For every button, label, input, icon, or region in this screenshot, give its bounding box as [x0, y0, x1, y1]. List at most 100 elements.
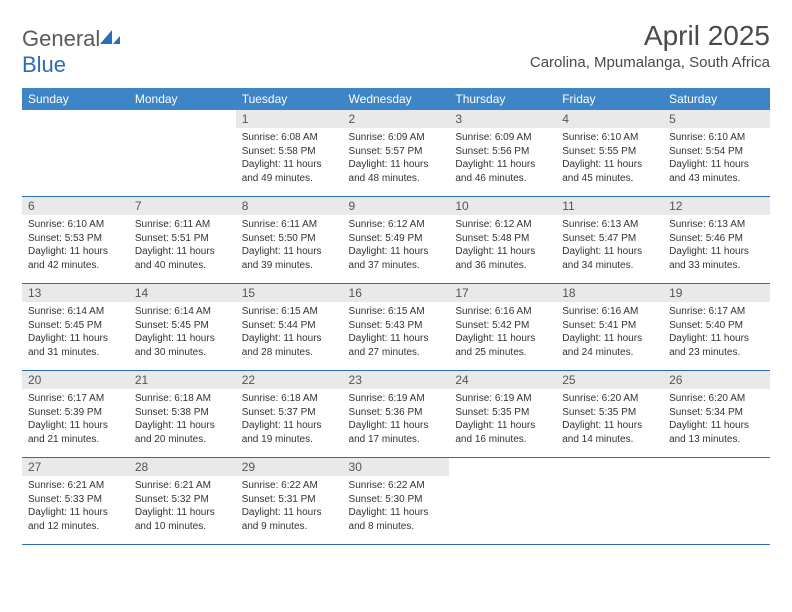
- day-body: Sunrise: 6:21 AMSunset: 5:33 PMDaylight:…: [22, 476, 129, 539]
- day-cell: 13Sunrise: 6:14 AMSunset: 5:45 PMDayligh…: [22, 284, 129, 371]
- day-cell: 17Sunrise: 6:16 AMSunset: 5:42 PMDayligh…: [449, 284, 556, 371]
- day-number: 8: [236, 197, 343, 215]
- day-number: 28: [129, 458, 236, 476]
- day-number: 20: [22, 371, 129, 389]
- day-header: Friday: [556, 88, 663, 110]
- day-cell: 3Sunrise: 6:09 AMSunset: 5:56 PMDaylight…: [449, 110, 556, 197]
- month-title: April 2025: [530, 20, 770, 52]
- day-cell: 2Sunrise: 6:09 AMSunset: 5:57 PMDaylight…: [343, 110, 450, 197]
- day-header: Wednesday: [343, 88, 450, 110]
- day-cell: 8Sunrise: 6:11 AMSunset: 5:50 PMDaylight…: [236, 197, 343, 284]
- day-cell: 24Sunrise: 6:19 AMSunset: 5:35 PMDayligh…: [449, 371, 556, 458]
- day-header: Sunday: [22, 88, 129, 110]
- day-cell: 25Sunrise: 6:20 AMSunset: 5:35 PMDayligh…: [556, 371, 663, 458]
- day-cell: 19Sunrise: 6:17 AMSunset: 5:40 PMDayligh…: [663, 284, 770, 371]
- day-body: Sunrise: 6:21 AMSunset: 5:32 PMDaylight:…: [129, 476, 236, 539]
- day-number: 26: [663, 371, 770, 389]
- day-cell: .: [556, 458, 663, 545]
- day-number: 16: [343, 284, 450, 302]
- day-body: Sunrise: 6:08 AMSunset: 5:58 PMDaylight:…: [236, 128, 343, 191]
- day-number: 24: [449, 371, 556, 389]
- day-body: Sunrise: 6:14 AMSunset: 5:45 PMDaylight:…: [22, 302, 129, 365]
- day-cell: .: [663, 458, 770, 545]
- day-number: 30: [343, 458, 450, 476]
- day-cell: 23Sunrise: 6:19 AMSunset: 5:36 PMDayligh…: [343, 371, 450, 458]
- day-number: 12: [663, 197, 770, 215]
- day-cell: 10Sunrise: 6:12 AMSunset: 5:48 PMDayligh…: [449, 197, 556, 284]
- day-cell: .: [22, 110, 129, 197]
- day-body: Sunrise: 6:10 AMSunset: 5:53 PMDaylight:…: [22, 215, 129, 278]
- day-cell: 30Sunrise: 6:22 AMSunset: 5:30 PMDayligh…: [343, 458, 450, 545]
- day-body: Sunrise: 6:13 AMSunset: 5:46 PMDaylight:…: [663, 215, 770, 278]
- day-number: 19: [663, 284, 770, 302]
- day-cell: 16Sunrise: 6:15 AMSunset: 5:43 PMDayligh…: [343, 284, 450, 371]
- day-body: Sunrise: 6:20 AMSunset: 5:34 PMDaylight:…: [663, 389, 770, 452]
- logo: GeneralBlue: [22, 26, 122, 78]
- day-number: 3: [449, 110, 556, 128]
- logo-sail-icon: [98, 26, 122, 44]
- location-text: Carolina, Mpumalanga, South Africa: [530, 54, 770, 71]
- week-row: ..1Sunrise: 6:08 AMSunset: 5:58 PMDaylig…: [22, 110, 770, 197]
- week-row: 27Sunrise: 6:21 AMSunset: 5:33 PMDayligh…: [22, 458, 770, 545]
- day-cell: 21Sunrise: 6:18 AMSunset: 5:38 PMDayligh…: [129, 371, 236, 458]
- day-number: 10: [449, 197, 556, 215]
- week-row: 13Sunrise: 6:14 AMSunset: 5:45 PMDayligh…: [22, 284, 770, 371]
- day-body: Sunrise: 6:15 AMSunset: 5:43 PMDaylight:…: [343, 302, 450, 365]
- day-number: 27: [22, 458, 129, 476]
- week-row: 6Sunrise: 6:10 AMSunset: 5:53 PMDaylight…: [22, 197, 770, 284]
- day-cell: .: [449, 458, 556, 545]
- day-number: 11: [556, 197, 663, 215]
- day-cell: 20Sunrise: 6:17 AMSunset: 5:39 PMDayligh…: [22, 371, 129, 458]
- day-body: Sunrise: 6:16 AMSunset: 5:41 PMDaylight:…: [556, 302, 663, 365]
- logo-text-2: Blue: [22, 52, 66, 77]
- day-body: Sunrise: 6:18 AMSunset: 5:38 PMDaylight:…: [129, 389, 236, 452]
- day-number: 17: [449, 284, 556, 302]
- calendar-body: ..1Sunrise: 6:08 AMSunset: 5:58 PMDaylig…: [22, 110, 770, 545]
- day-body: Sunrise: 6:10 AMSunset: 5:54 PMDaylight:…: [663, 128, 770, 191]
- day-number: 5: [663, 110, 770, 128]
- day-body: Sunrise: 6:17 AMSunset: 5:39 PMDaylight:…: [22, 389, 129, 452]
- day-header: Saturday: [663, 88, 770, 110]
- day-body: Sunrise: 6:18 AMSunset: 5:37 PMDaylight:…: [236, 389, 343, 452]
- day-body: Sunrise: 6:13 AMSunset: 5:47 PMDaylight:…: [556, 215, 663, 278]
- calendar-table: Sunday Monday Tuesday Wednesday Thursday…: [22, 88, 770, 545]
- week-row: 20Sunrise: 6:17 AMSunset: 5:39 PMDayligh…: [22, 371, 770, 458]
- day-body: Sunrise: 6:09 AMSunset: 5:57 PMDaylight:…: [343, 128, 450, 191]
- title-block: April 2025 Carolina, Mpumalanga, South A…: [530, 20, 770, 71]
- day-header: Thursday: [449, 88, 556, 110]
- day-cell: 26Sunrise: 6:20 AMSunset: 5:34 PMDayligh…: [663, 371, 770, 458]
- day-header: Tuesday: [236, 88, 343, 110]
- day-header: Monday: [129, 88, 236, 110]
- day-number: 25: [556, 371, 663, 389]
- day-body: Sunrise: 6:11 AMSunset: 5:50 PMDaylight:…: [236, 215, 343, 278]
- day-cell: 14Sunrise: 6:14 AMSunset: 5:45 PMDayligh…: [129, 284, 236, 371]
- day-cell: .: [129, 110, 236, 197]
- logo-text: GeneralBlue: [22, 26, 122, 78]
- day-number: 14: [129, 284, 236, 302]
- day-body: Sunrise: 6:14 AMSunset: 5:45 PMDaylight:…: [129, 302, 236, 365]
- day-body: Sunrise: 6:17 AMSunset: 5:40 PMDaylight:…: [663, 302, 770, 365]
- day-body: Sunrise: 6:20 AMSunset: 5:35 PMDaylight:…: [556, 389, 663, 452]
- day-number: 4: [556, 110, 663, 128]
- day-cell: 15Sunrise: 6:15 AMSunset: 5:44 PMDayligh…: [236, 284, 343, 371]
- day-body: Sunrise: 6:12 AMSunset: 5:48 PMDaylight:…: [449, 215, 556, 278]
- day-number: 9: [343, 197, 450, 215]
- day-cell: 1Sunrise: 6:08 AMSunset: 5:58 PMDaylight…: [236, 110, 343, 197]
- day-body: Sunrise: 6:19 AMSunset: 5:35 PMDaylight:…: [449, 389, 556, 452]
- day-cell: 29Sunrise: 6:22 AMSunset: 5:31 PMDayligh…: [236, 458, 343, 545]
- day-body: Sunrise: 6:22 AMSunset: 5:30 PMDaylight:…: [343, 476, 450, 539]
- day-cell: 18Sunrise: 6:16 AMSunset: 5:41 PMDayligh…: [556, 284, 663, 371]
- day-body: Sunrise: 6:19 AMSunset: 5:36 PMDaylight:…: [343, 389, 450, 452]
- day-header-row: Sunday Monday Tuesday Wednesday Thursday…: [22, 88, 770, 110]
- day-body: Sunrise: 6:09 AMSunset: 5:56 PMDaylight:…: [449, 128, 556, 191]
- day-cell: 11Sunrise: 6:13 AMSunset: 5:47 PMDayligh…: [556, 197, 663, 284]
- day-number: 15: [236, 284, 343, 302]
- day-cell: 7Sunrise: 6:11 AMSunset: 5:51 PMDaylight…: [129, 197, 236, 284]
- day-cell: 5Sunrise: 6:10 AMSunset: 5:54 PMDaylight…: [663, 110, 770, 197]
- page-header: GeneralBlue April 2025 Carolina, Mpumala…: [22, 20, 770, 78]
- day-number: 22: [236, 371, 343, 389]
- day-number: 23: [343, 371, 450, 389]
- day-cell: 22Sunrise: 6:18 AMSunset: 5:37 PMDayligh…: [236, 371, 343, 458]
- day-cell: 9Sunrise: 6:12 AMSunset: 5:49 PMDaylight…: [343, 197, 450, 284]
- day-body: Sunrise: 6:10 AMSunset: 5:55 PMDaylight:…: [556, 128, 663, 191]
